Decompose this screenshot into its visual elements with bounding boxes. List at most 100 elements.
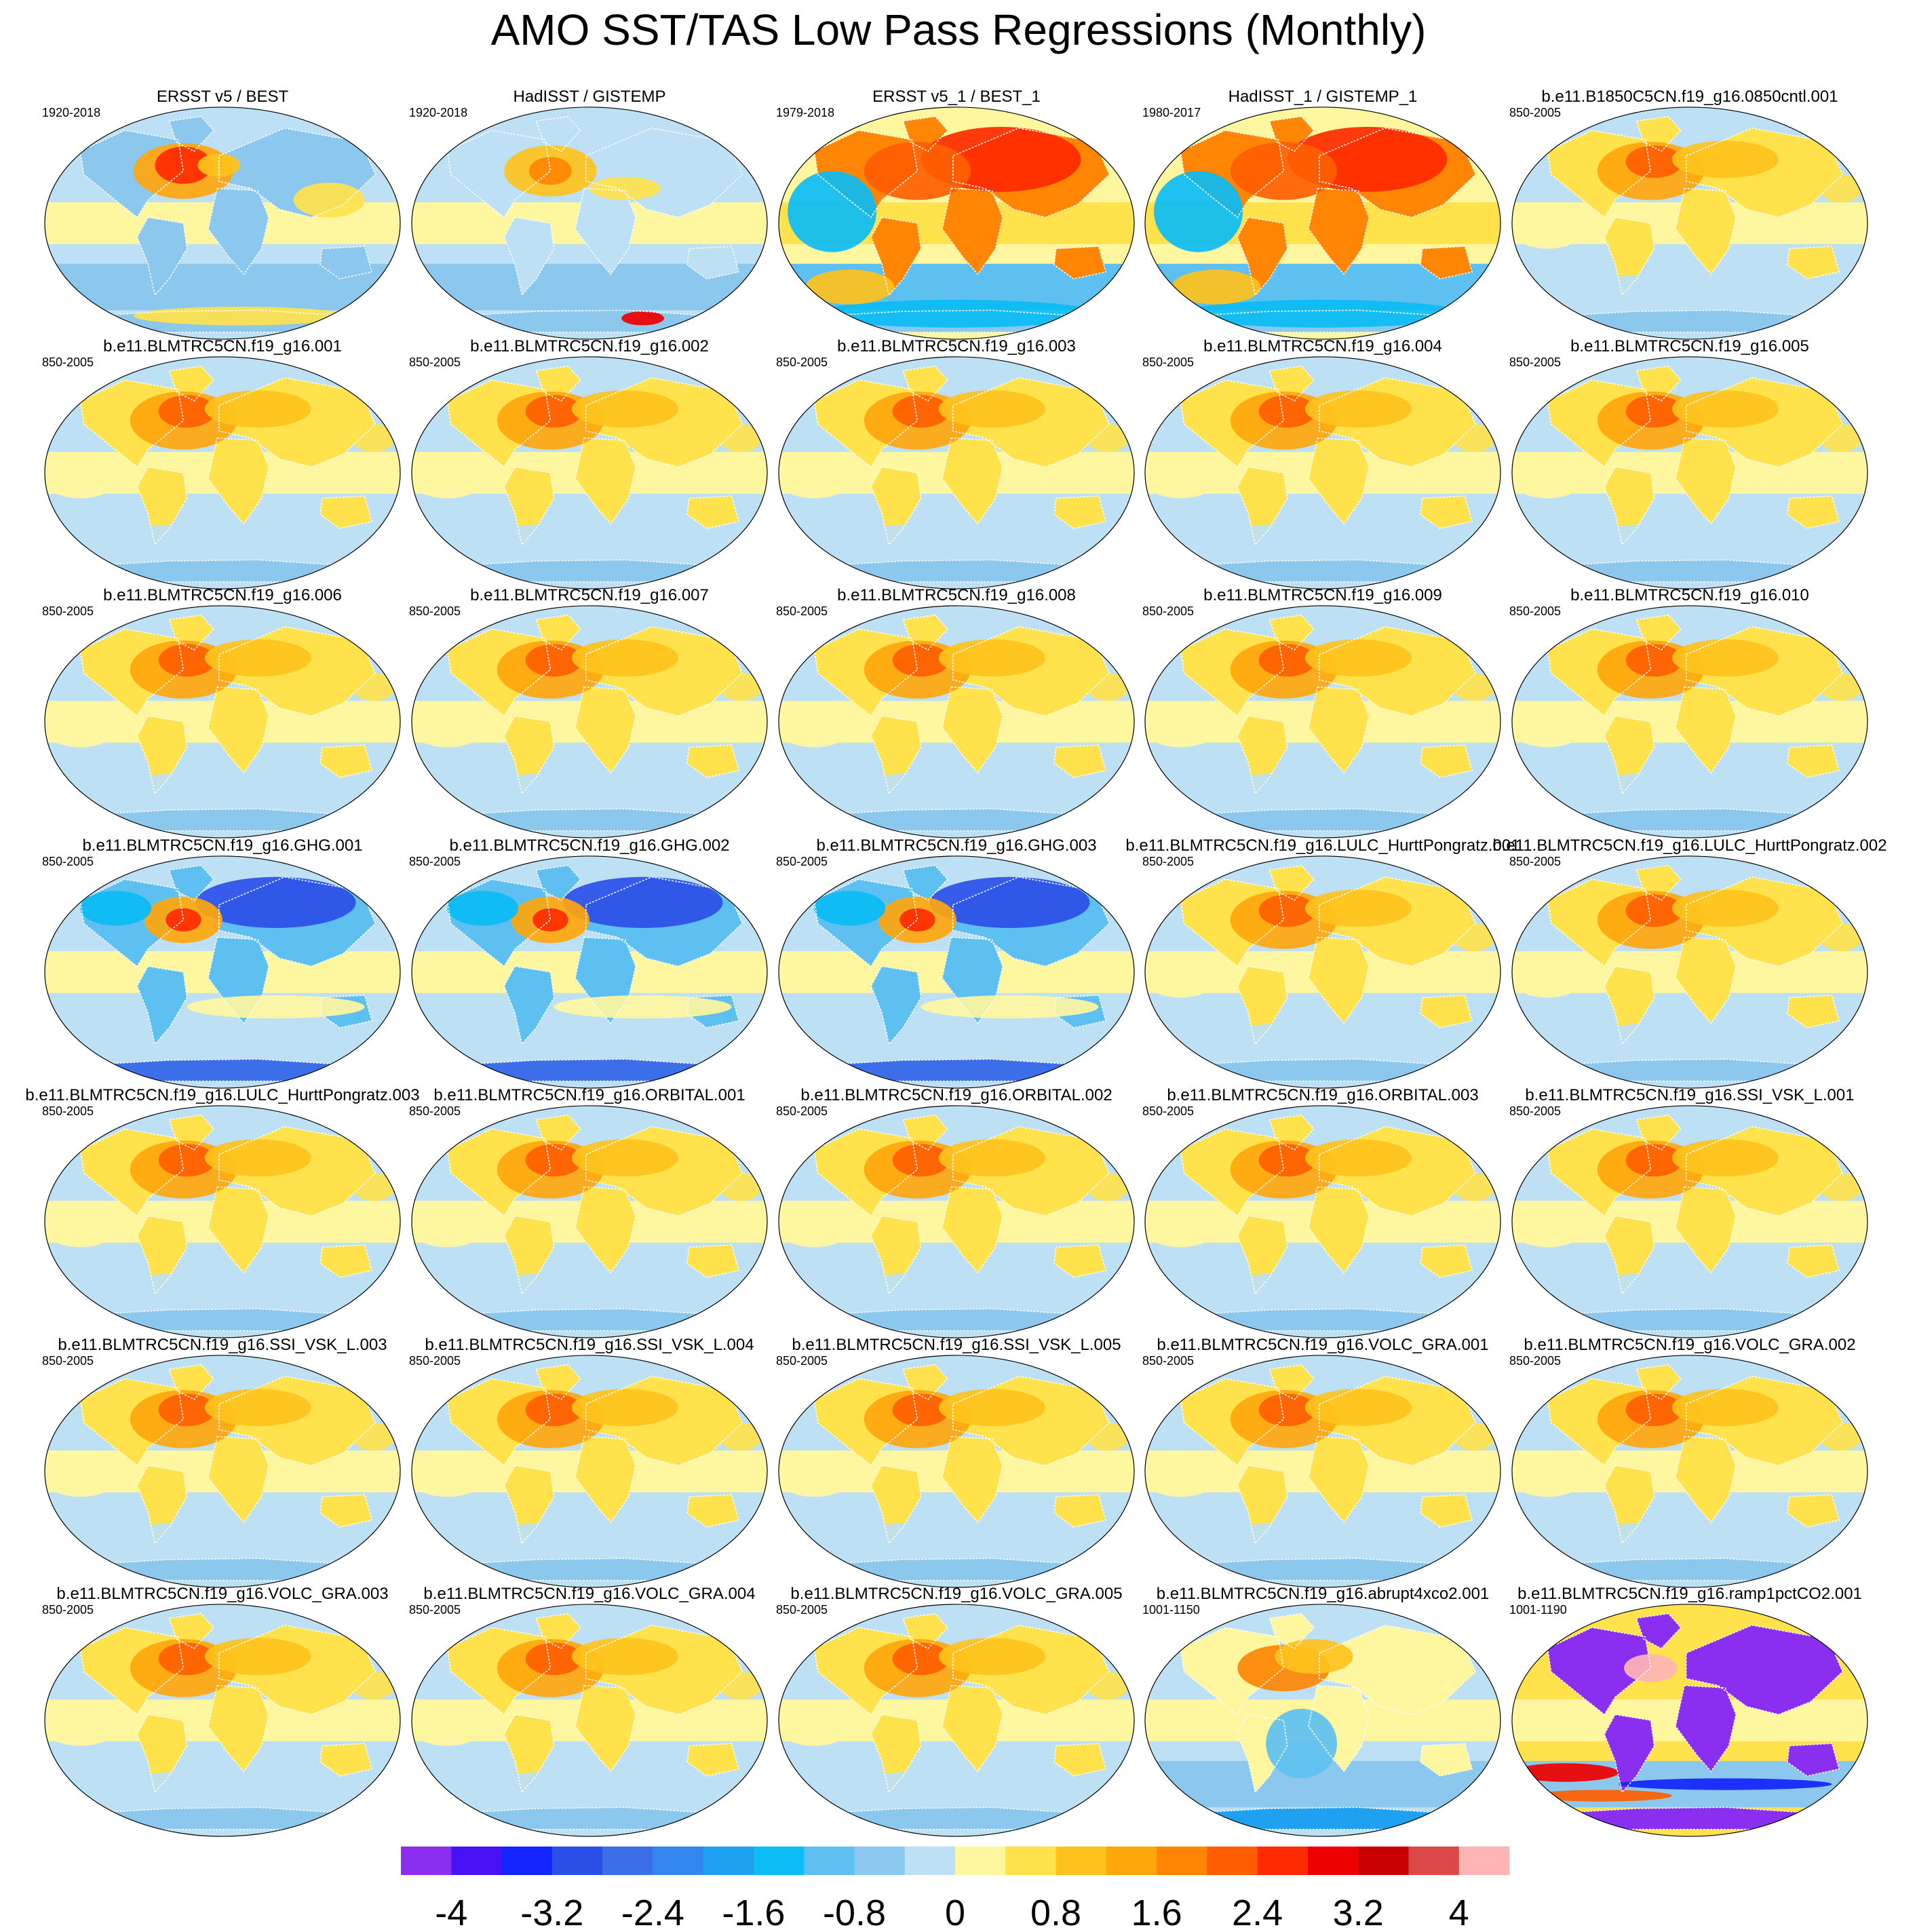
map-border xyxy=(778,1355,1135,1588)
anomaly-region xyxy=(782,1718,847,1746)
continent-landmass xyxy=(208,188,269,275)
coastline xyxy=(1604,715,1655,795)
continent-landmass xyxy=(1604,1714,1654,1792)
coastline xyxy=(218,1125,376,1217)
continent-landmass xyxy=(1319,1625,1476,1715)
continent-landmass xyxy=(320,496,372,529)
map-border xyxy=(1511,107,1868,340)
panel-period: 850-2005 xyxy=(409,1354,461,1368)
regression-map xyxy=(44,356,401,590)
panel-period: 850-2005 xyxy=(42,604,94,618)
map-panel: b.e11.BLMTRC5CN.f19_g16.007 850-2005 xyxy=(406,585,773,843)
panel-title: b.e11.BLMTRC5CN.f19_g16.ORBITAL.003 xyxy=(1167,1086,1479,1104)
antarctica-landmass xyxy=(89,809,347,831)
coastline xyxy=(208,686,269,774)
panel-title: b.e11.BLMTRC5CN.f19_g16.VOLC_GRA.005 xyxy=(790,1585,1123,1603)
coastline xyxy=(1635,115,1682,152)
panel-title: b.e11.BLMTRC5CN.f19_g16.SSI_VSK_L.003 xyxy=(58,1336,387,1354)
anomaly-region xyxy=(554,995,732,1019)
coastline xyxy=(208,1186,269,1274)
coastline xyxy=(446,878,551,967)
coastline xyxy=(902,614,948,651)
coastline xyxy=(952,1375,1110,1467)
continent-landmass xyxy=(1547,1627,1651,1715)
coastline xyxy=(942,936,1003,1024)
anomaly-region xyxy=(1671,140,1779,178)
coastline xyxy=(1237,1714,1288,1794)
anomaly-region xyxy=(1216,1521,1430,1549)
anomaly-region xyxy=(447,891,519,926)
panel-period: 850-2005 xyxy=(1509,604,1562,618)
panel-period: 1920-2018 xyxy=(42,106,101,119)
anomaly-region xyxy=(782,719,847,748)
map-border xyxy=(411,107,768,340)
panel-title: b.e11.BLMTRC5CN.f19_g16.ORBITAL.001 xyxy=(433,1086,746,1104)
anomaly-region xyxy=(115,1521,330,1549)
anomaly-region xyxy=(892,395,950,428)
panel-title: b.e11.BLMTRC5CN.f19_g16.002 xyxy=(470,337,709,355)
continent-landmass xyxy=(504,966,554,1044)
coastline xyxy=(168,1364,214,1400)
coastline xyxy=(942,1435,1003,1524)
anomaly-region xyxy=(115,1770,330,1798)
anomaly-region xyxy=(482,1271,697,1300)
panel-title: b.e11.BLMTRC5CN.f19_g16.GHG.002 xyxy=(449,836,730,855)
map-border xyxy=(411,1355,768,1588)
map-border xyxy=(44,605,401,838)
continent-landmass xyxy=(575,188,636,275)
anomaly-region xyxy=(849,771,1064,800)
map-panel: b.e11.BLMTRC5CN.f19_g16.ORBITAL.002 850-2… xyxy=(773,1085,1140,1343)
continent-landmass xyxy=(1054,246,1106,279)
regression-map xyxy=(778,1355,1135,1588)
coastline xyxy=(1635,614,1682,651)
panel-period: 850-2005 xyxy=(1509,355,1562,369)
antarctica-landmass xyxy=(1189,1558,1448,1581)
continent-landmass xyxy=(320,1743,372,1777)
map-panel: b.e11.BLMTRC5CN.f19_g16.005 850-2005 xyxy=(1507,336,1873,594)
antarctica-landmass xyxy=(89,1309,347,1331)
continent-landmass xyxy=(1269,1613,1314,1648)
coastline xyxy=(1675,1684,1737,1773)
map-panel: b.e11.BLMTRC5CN.f19_g16.LULC_HurttPongra… xyxy=(1492,836,1887,1094)
map-panel: b.e11.BLMTRC5CN.f19_g16.VOLC_GRA.004 850-… xyxy=(406,1584,773,1842)
coastline xyxy=(1685,376,1844,468)
coastline xyxy=(952,876,1110,967)
panel-period: 850-2005 xyxy=(42,1603,94,1617)
anomaly-region xyxy=(525,395,583,428)
coastline xyxy=(1685,1375,1844,1467)
anomaly-region xyxy=(1625,145,1683,178)
continent-landmass xyxy=(1420,1494,1473,1528)
anomaly-region xyxy=(415,470,480,499)
anomaly-region xyxy=(1258,395,1316,428)
anomaly-region xyxy=(482,1521,697,1549)
panel-title: b.e11.BLMTRC5CN.f19_g16.008 xyxy=(837,586,1076,604)
coastline xyxy=(686,744,740,778)
continent-landmass xyxy=(504,1465,554,1543)
continent-landmass xyxy=(137,1465,187,1543)
coastline xyxy=(686,1494,740,1528)
map-panel: HadISST_1 / GISTEMP_1 1980-2017 xyxy=(1140,87,1506,345)
coastline xyxy=(1604,1714,1655,1794)
continent-landmass xyxy=(208,1436,269,1523)
coastline xyxy=(1420,994,1473,1028)
anomaly-region xyxy=(187,995,365,1019)
coastline xyxy=(813,1128,918,1217)
map-border xyxy=(44,356,401,590)
anomaly-region xyxy=(1086,1173,1129,1201)
regression-map xyxy=(411,1105,768,1338)
coastline xyxy=(503,466,555,546)
anomaly-region xyxy=(719,1173,762,1201)
anomaly-region xyxy=(805,269,895,305)
coastline xyxy=(1308,1186,1370,1274)
coastline xyxy=(1308,1435,1370,1524)
continent-landmass xyxy=(687,1494,739,1528)
map-panel: b.e11.B1850C5CN.f19_g16.0850cntl.001 850-… xyxy=(1507,87,1873,345)
coastline xyxy=(320,1743,373,1777)
anomaly-region xyxy=(1452,1423,1496,1451)
anomaly-region xyxy=(1819,1173,1863,1201)
regression-map xyxy=(411,107,768,340)
coastline xyxy=(1787,994,1840,1028)
antarctica-landmass xyxy=(1556,560,1815,582)
anomaly-region xyxy=(938,1139,1045,1177)
antarctica-landmass xyxy=(1556,310,1815,332)
